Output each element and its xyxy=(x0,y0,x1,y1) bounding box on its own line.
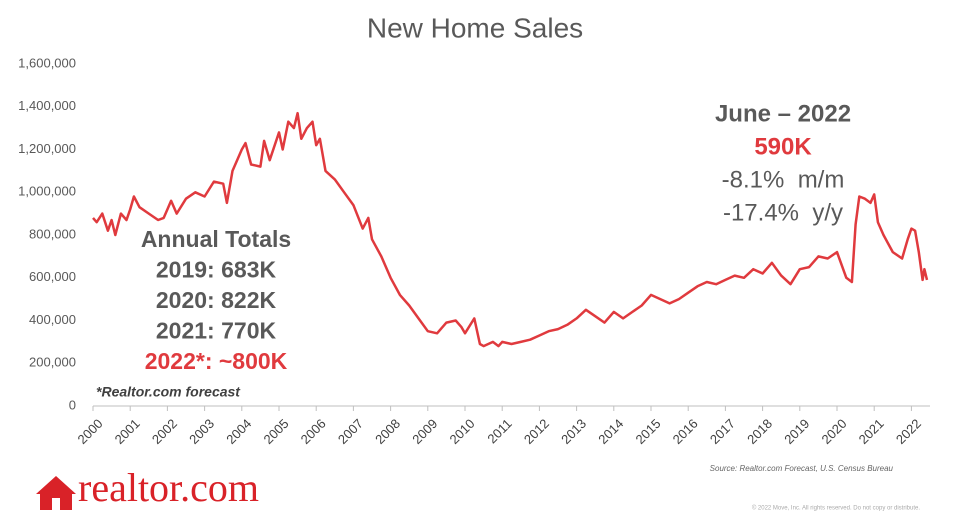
x-tick-label: 2018 xyxy=(744,416,775,447)
y-tick-label: 400,000 xyxy=(29,312,76,327)
x-tick-label: 2022 xyxy=(893,416,924,447)
x-tick-label: 2016 xyxy=(670,416,701,447)
copyright: © 2022 Move, Inc. All rights reserved. D… xyxy=(752,505,921,512)
x-tick-label: 2005 xyxy=(260,416,291,447)
x-tick-label: 2002 xyxy=(149,416,180,447)
x-tick-label: 2001 xyxy=(112,416,143,447)
x-tick-label: 2011 xyxy=(484,416,514,446)
latest-stat: 590K xyxy=(754,133,812,160)
x-tick-label: 2010 xyxy=(446,416,477,447)
annual-total: 2020: 822K xyxy=(156,287,277,313)
annual-total: 2022*: ~800K xyxy=(145,348,288,374)
logo-icon xyxy=(36,476,76,510)
annual-total: Annual Totals xyxy=(141,226,291,252)
line xyxy=(92,111,929,348)
y-tick-label: 1,000,000 xyxy=(18,184,76,199)
x-tick-label: 2009 xyxy=(409,416,440,447)
y-tick-label: 200,000 xyxy=(29,355,76,370)
x-tick-label: 2020 xyxy=(818,416,849,447)
latest-stat: June – 2022 xyxy=(715,100,851,127)
latest-stat: -8.1% m/m xyxy=(722,166,845,193)
y-tick-label: 600,000 xyxy=(29,269,76,284)
annual-total: 2019: 683K xyxy=(156,257,277,283)
y-tick-label: 1,400,000 xyxy=(18,98,76,113)
source: Source: Realtor.com Forecast, U.S. Censu… xyxy=(710,464,894,473)
x-tick-label: 2013 xyxy=(558,416,589,447)
annual-total: 2021: 770K xyxy=(156,318,277,344)
forecast-note: *Realtor.com forecast xyxy=(96,384,241,400)
y-tick-label: 1,200,000 xyxy=(18,141,76,156)
x-tick-label: 2000 xyxy=(74,416,105,447)
x-tick-label: 2008 xyxy=(372,416,403,447)
y-tick-label: 800,000 xyxy=(29,226,76,241)
y-tick-label: 1,600,000 xyxy=(18,55,76,70)
x-tick-label: 2006 xyxy=(298,416,329,447)
x-tick-label: 2015 xyxy=(632,416,663,447)
x-tick-label: 2014 xyxy=(595,416,626,447)
x-tick-label: 2004 xyxy=(223,416,254,447)
x-tick-label: 2019 xyxy=(781,416,812,447)
x-tick-label: 2003 xyxy=(186,416,217,447)
x-tick-label: 2012 xyxy=(521,416,552,447)
x-tick-label: 2021 xyxy=(856,416,887,447)
x-tick-label: 2007 xyxy=(335,416,366,447)
logo: realtor.com xyxy=(78,465,259,510)
latest-stat: -17.4% y/y xyxy=(723,199,843,226)
chart-title: New Home Sales xyxy=(367,12,583,43)
y-tick-label: 0 xyxy=(69,397,76,412)
x-tick-label: 2017 xyxy=(707,416,738,447)
